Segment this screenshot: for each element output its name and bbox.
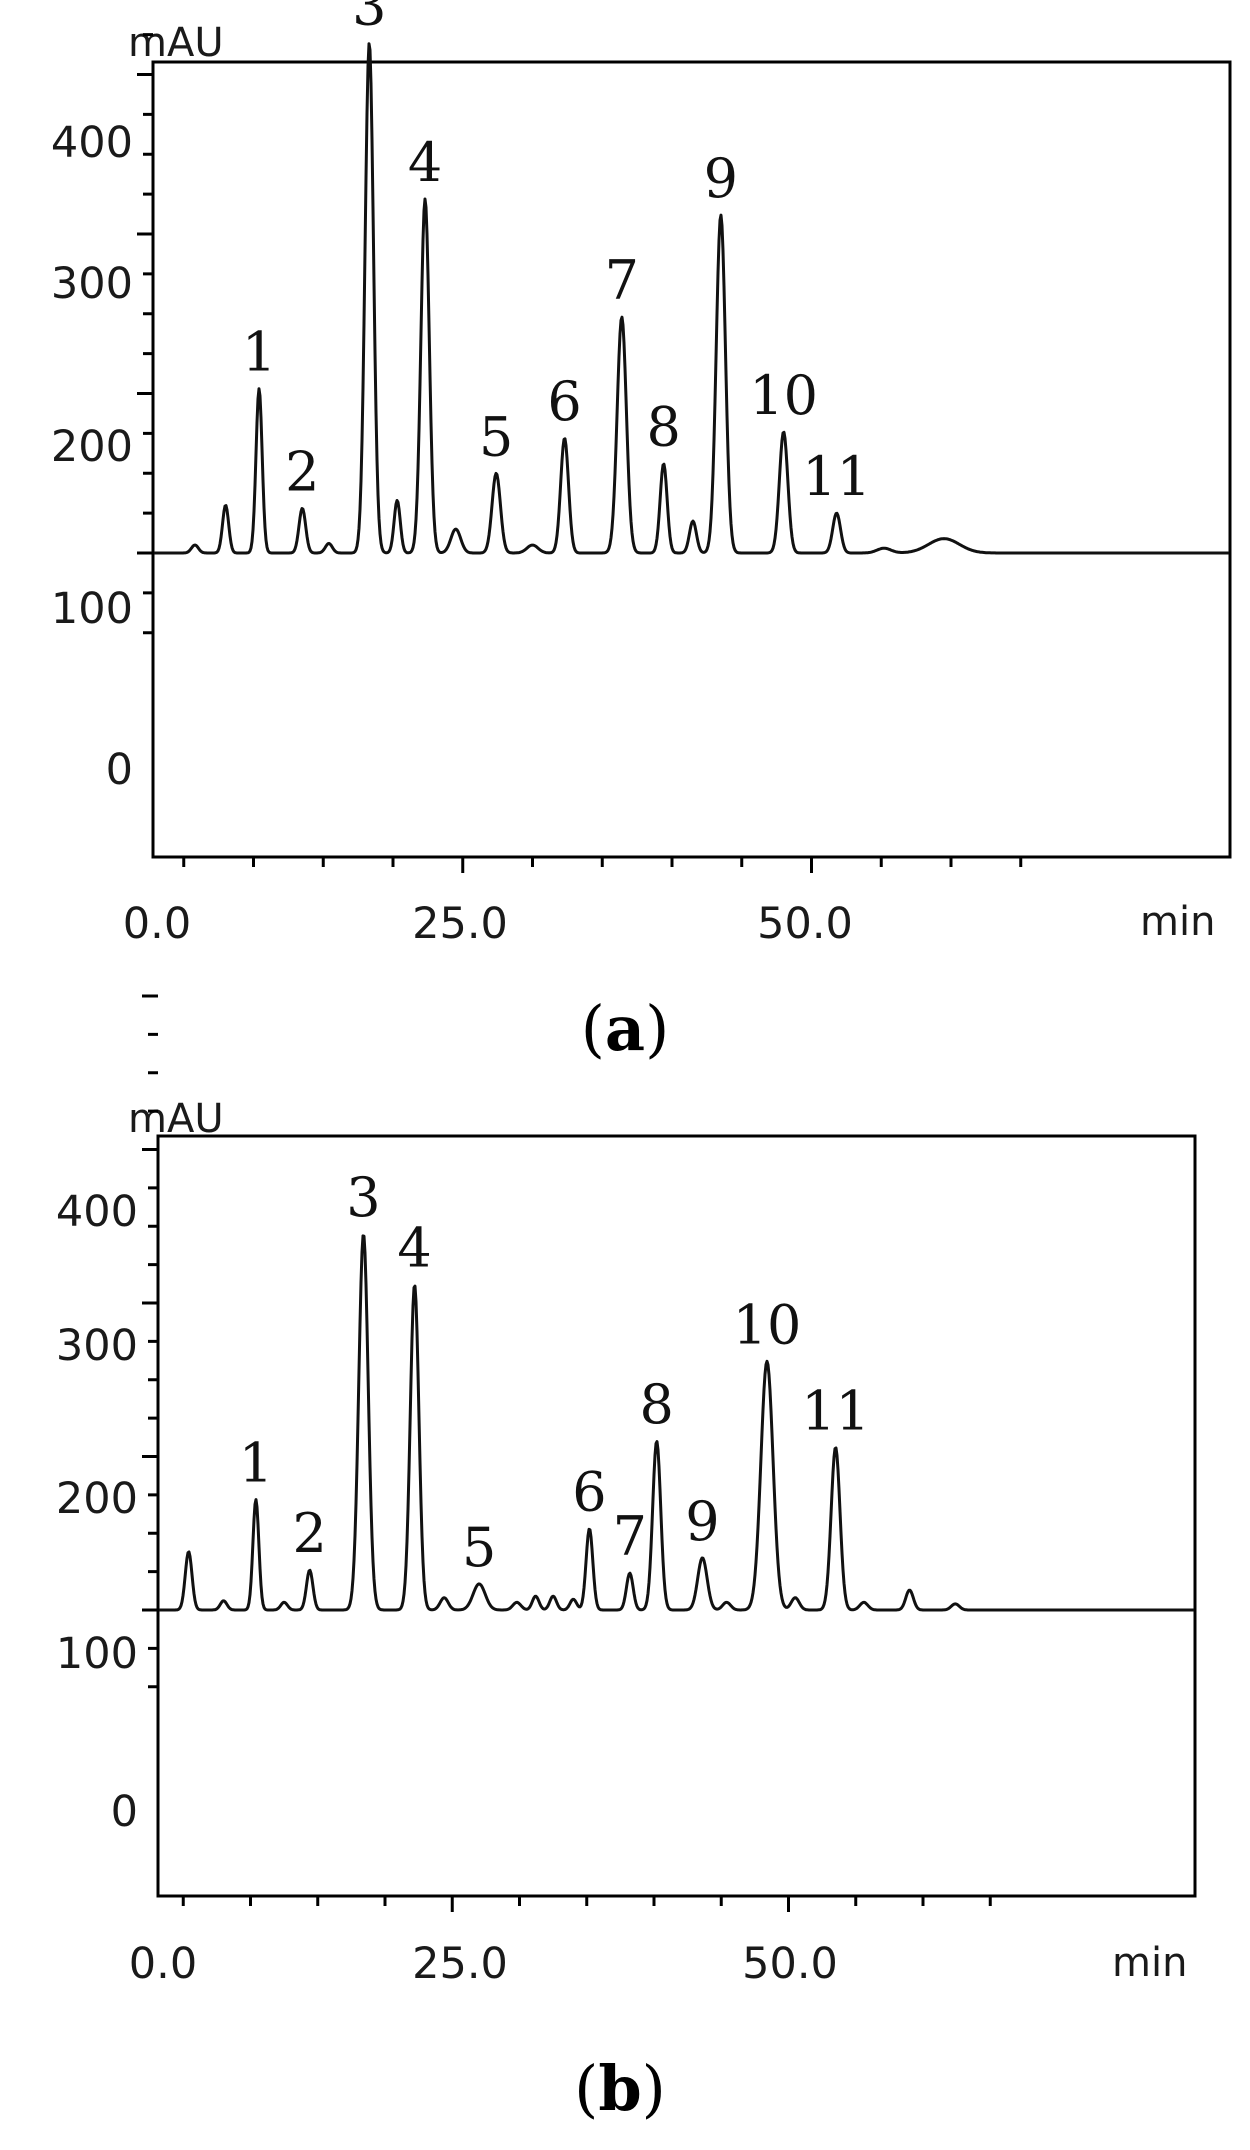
peak-label: 10 <box>749 364 818 427</box>
peak-label: 2 <box>285 440 319 503</box>
peak-label: 3 <box>352 0 386 38</box>
y-tick-label: 200 <box>51 422 133 472</box>
x-tick-label: 0.0 <box>123 899 191 949</box>
peak-label: 4 <box>397 1217 431 1280</box>
peak-label: 5 <box>462 1516 496 1579</box>
x-axis-unit-label: min <box>1112 1940 1187 1986</box>
peak-labels: 12 34 5 67 89 10 11 <box>239 1166 870 1579</box>
y-tick-label: 400 <box>56 1187 138 1237</box>
y-tick-label: 100 <box>56 1629 138 1679</box>
peak-label: 7 <box>613 1505 647 1568</box>
axis-ticks <box>142 994 992 1912</box>
y-axis-unit-label: mAU <box>128 20 224 66</box>
x-tick-label: 50.0 <box>742 1939 838 1989</box>
peak-label: 1 <box>239 1431 273 1494</box>
chromatogram-trace <box>158 1234 1195 1612</box>
peak-label: 11 <box>802 445 871 508</box>
peak-labels: 12 3 4 567 8 9 10 11 <box>242 0 871 508</box>
peak-label: 4 <box>408 131 442 194</box>
chromatogram-trace <box>153 42 1230 555</box>
y-tick-label: 100 <box>51 584 133 634</box>
x-tick-label: 0.0 <box>129 1939 197 1989</box>
peak-label: 11 <box>801 1379 870 1442</box>
y-tick-label: 200 <box>56 1474 138 1524</box>
x-tick-label: 25.0 <box>412 1939 508 1989</box>
x-tick-label: 25.0 <box>412 899 508 949</box>
y-axis-unit-label: mAU <box>128 1096 224 1142</box>
peak-label: 2 <box>293 1502 327 1565</box>
x-axis-unit-label: min <box>1140 899 1215 945</box>
panel-label-b: (b) <box>574 2052 666 2125</box>
peak-label: 10 <box>733 1293 802 1356</box>
axis-ticks <box>137 33 1023 873</box>
y-tick-label: 0 <box>111 1787 138 1837</box>
panel-label-a: (a) <box>581 992 670 1065</box>
peak-label: 7 <box>605 249 639 312</box>
x-tick-label: 50.0 <box>757 899 853 949</box>
y-tick-label: 300 <box>56 1321 138 1371</box>
peak-label: 6 <box>572 1461 606 1524</box>
peak-label: 3 <box>346 1166 380 1229</box>
y-tick-label: 0 <box>106 745 133 795</box>
peak-label: 9 <box>685 1490 719 1553</box>
peak-label: 8 <box>646 396 680 459</box>
y-tick-label: 300 <box>51 259 133 309</box>
chromatogram-panel-a: mAU min 0 100 200 300 400 0.0 25.0 50.0 … <box>51 0 1232 1065</box>
peak-label: 8 <box>640 1373 674 1436</box>
peak-label: 5 <box>479 405 513 468</box>
y-tick-label: 400 <box>51 118 133 168</box>
chromatogram-panel-b: mAU min 0 100 200 300 400 0.0 25.0 50.0 … <box>56 994 1197 2125</box>
peak-label: 6 <box>547 370 581 433</box>
peak-label: 9 <box>704 147 738 210</box>
peak-label: 1 <box>242 321 276 384</box>
